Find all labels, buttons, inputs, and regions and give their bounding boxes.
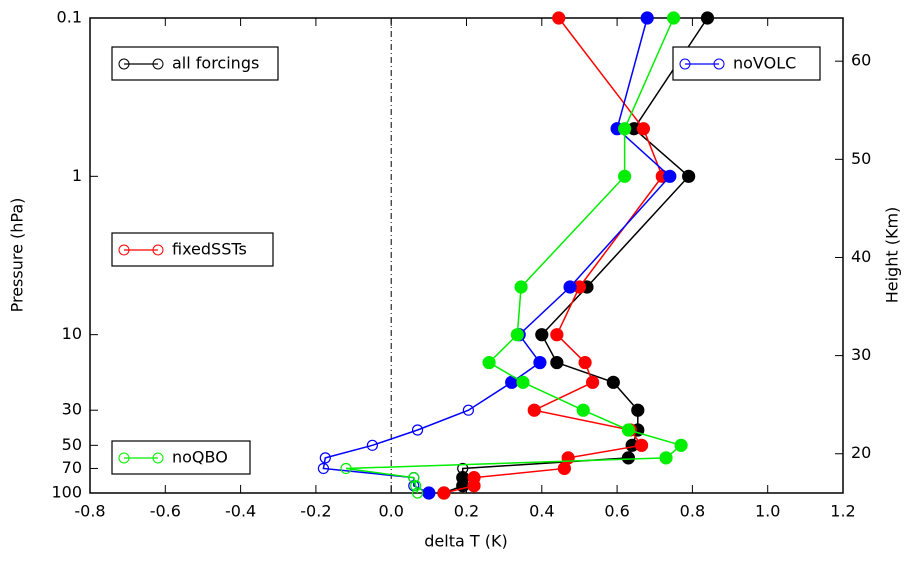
- point: [535, 328, 549, 342]
- y2-tick-label: 60: [851, 51, 871, 70]
- point: [634, 438, 649, 452]
- point: [550, 355, 564, 370]
- y-tick-label: 100: [51, 483, 82, 502]
- point: [631, 403, 645, 417]
- x-tick-label: 0.6: [604, 502, 629, 521]
- x-tick-label: -0.8: [74, 502, 105, 521]
- y-tick-label: 50: [62, 435, 82, 454]
- point: [514, 280, 528, 294]
- legend-marker: [152, 58, 164, 70]
- open-point: [408, 472, 420, 484]
- open-point: [411, 487, 424, 499]
- y2-tick-label: 30: [851, 345, 871, 364]
- open-point: [411, 424, 424, 436]
- point: [563, 280, 577, 294]
- point: [666, 11, 681, 25]
- point: [533, 355, 547, 370]
- legend-marker: [152, 244, 164, 256]
- open-point: [410, 480, 422, 492]
- point: [578, 355, 592, 370]
- x-tick-label: -0.6: [150, 502, 181, 521]
- y2-tick-label: 40: [851, 247, 871, 266]
- legend-marker: [118, 244, 130, 256]
- point: [636, 122, 651, 136]
- x-tick-label: 0.2: [454, 502, 479, 521]
- point: [618, 169, 632, 183]
- x-axis-label: delta T (K): [424, 532, 507, 551]
- y2-tick-label: 50: [851, 149, 871, 168]
- point: [663, 169, 677, 183]
- open-point: [317, 462, 330, 475]
- legend-marker: [713, 58, 725, 70]
- point: [618, 122, 632, 136]
- series-line: [443, 17, 664, 494]
- point: [482, 355, 496, 370]
- point: [576, 403, 590, 417]
- x-tick-label: 0.8: [680, 502, 705, 521]
- point: [467, 479, 481, 493]
- open-point: [366, 439, 378, 451]
- x-tick-label: 1.2: [830, 502, 855, 521]
- open-point: [462, 404, 474, 416]
- x-tick-label: 0.4: [529, 502, 554, 521]
- y-tick-label: 0.1: [57, 8, 82, 27]
- point: [552, 11, 566, 25]
- point: [510, 328, 524, 342]
- series-line: [345, 17, 683, 494]
- point: [682, 169, 696, 183]
- y-axis-label: Pressure (hPa): [8, 198, 27, 313]
- x-tick-label: 0.0: [378, 502, 403, 521]
- point: [674, 438, 688, 452]
- point: [422, 486, 436, 500]
- series-line: [443, 17, 709, 494]
- legend-label: fixedSSTs: [172, 240, 247, 259]
- series-line: [322, 17, 671, 494]
- y-tick-label: 30: [62, 400, 82, 419]
- point: [621, 423, 635, 437]
- point: [550, 328, 564, 342]
- x-tick-label: -0.2: [300, 502, 331, 521]
- x-tick-label: 1.0: [755, 502, 780, 521]
- point: [586, 375, 600, 389]
- y2-axis-label: Height (Km): [883, 207, 902, 304]
- legend-marker: [118, 58, 130, 70]
- point: [527, 403, 541, 417]
- point: [606, 375, 620, 389]
- point: [700, 11, 715, 25]
- x-tick-label: -0.4: [225, 502, 256, 521]
- legend-label: all forcings: [172, 54, 259, 73]
- point: [516, 375, 530, 389]
- open-point: [340, 462, 352, 475]
- y-tick-label: 1: [72, 166, 82, 185]
- legend-label: noVOLC: [733, 54, 796, 73]
- point: [640, 11, 654, 25]
- point: [621, 451, 635, 465]
- y-tick-label: 10: [62, 324, 82, 343]
- legend-label: noQBO: [172, 448, 228, 467]
- point: [437, 486, 451, 500]
- open-point: [319, 452, 331, 464]
- point: [557, 461, 571, 476]
- y-tick-label: 70: [62, 458, 82, 477]
- y2-tick-label: 20: [851, 443, 871, 462]
- point: [659, 451, 673, 465]
- legend-marker: [152, 452, 164, 464]
- legend-marker: [679, 58, 691, 70]
- legend-marker: [118, 452, 130, 464]
